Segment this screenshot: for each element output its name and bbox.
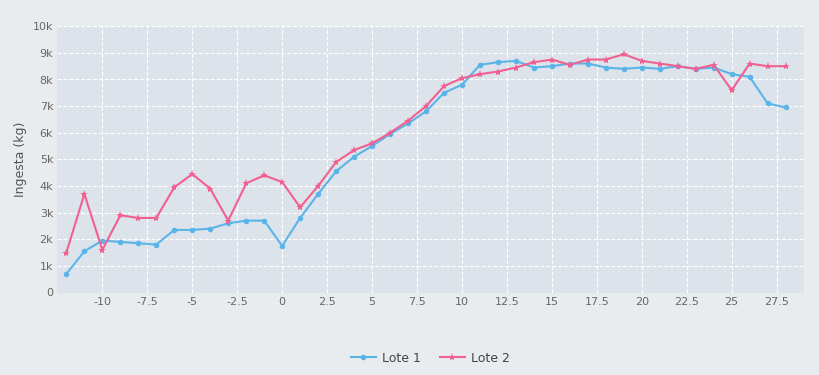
Lote 2 (582, 57, 592, 62)
Lote 2 (528, 60, 538, 64)
Lote 2 (277, 180, 287, 184)
Lote 1 (367, 144, 377, 148)
Lote 2 (654, 61, 664, 66)
Lote 1 (313, 192, 323, 196)
Lote 1 (564, 61, 574, 66)
Lote 1 (582, 61, 592, 66)
Lote 1 (331, 169, 341, 174)
Lote 2 (618, 52, 628, 57)
Lote 2 (762, 64, 771, 68)
Lote 2 (780, 64, 790, 68)
Lote 1 (780, 105, 790, 110)
Lote 1 (259, 218, 269, 223)
Lote 1 (241, 218, 251, 223)
Lote 1 (636, 65, 646, 70)
Lote 2 (115, 213, 125, 217)
Lote 1 (600, 65, 610, 70)
Lote 2 (708, 63, 717, 67)
Lote 2 (295, 205, 305, 210)
Lote 2 (456, 76, 466, 80)
Lote 1 (61, 272, 71, 276)
Lote 2 (259, 173, 269, 178)
Line: Lote 1: Lote 1 (64, 58, 787, 277)
Lote 1 (115, 240, 125, 244)
Lote 2 (187, 172, 197, 176)
Lote 1 (708, 65, 717, 70)
Lote 2 (726, 88, 735, 92)
Lote 1 (97, 238, 107, 243)
Lote 1 (79, 249, 89, 254)
Lote 2 (438, 84, 448, 88)
Lote 1 (349, 154, 359, 159)
Lote 2 (367, 141, 377, 146)
Lote 2 (600, 57, 610, 62)
Lote 2 (474, 72, 484, 76)
Lote 2 (546, 57, 556, 62)
Lote 1 (546, 64, 556, 68)
Lote 1 (726, 72, 735, 76)
Lote 2 (170, 185, 179, 190)
Lote 1 (762, 101, 771, 106)
Lote 1 (277, 244, 287, 248)
Lote 1 (187, 228, 197, 232)
Lote 2 (133, 216, 143, 220)
Line: Lote 2: Lote 2 (62, 50, 789, 257)
Lote 1 (618, 67, 628, 71)
Lote 2 (79, 192, 89, 196)
Lote 1 (456, 82, 466, 87)
Lote 2 (492, 69, 502, 74)
Lote 2 (241, 181, 251, 186)
Lote 2 (672, 64, 682, 68)
Lote 1 (690, 67, 699, 71)
Lote 1 (528, 65, 538, 70)
Lote 1 (295, 216, 305, 220)
Lote 1 (744, 75, 753, 79)
Lote 1 (170, 228, 179, 232)
Legend: Lote 1, Lote 2: Lote 1, Lote 2 (346, 346, 514, 370)
Lote 1 (403, 121, 413, 126)
Lote 2 (97, 248, 107, 252)
Lote 2 (313, 184, 323, 188)
Lote 1 (654, 67, 664, 71)
Lote 1 (385, 132, 395, 136)
Lote 2 (421, 104, 431, 108)
Lote 1 (421, 109, 431, 114)
Lote 2 (205, 186, 215, 191)
Y-axis label: Ingesta (kg): Ingesta (kg) (14, 122, 27, 197)
Lote 2 (403, 118, 413, 123)
Lote 1 (492, 60, 502, 64)
Lote 2 (636, 58, 646, 63)
Lote 1 (152, 242, 161, 247)
Lote 2 (223, 218, 233, 223)
Lote 2 (510, 65, 520, 70)
Lote 1 (474, 63, 484, 67)
Lote 2 (385, 130, 395, 135)
Lote 2 (152, 216, 161, 220)
Lote 2 (744, 61, 753, 66)
Lote 1 (205, 226, 215, 231)
Lote 1 (133, 241, 143, 246)
Lote 2 (690, 67, 699, 71)
Lote 1 (438, 91, 448, 95)
Lote 2 (349, 148, 359, 152)
Lote 1 (510, 58, 520, 63)
Lote 1 (223, 221, 233, 225)
Lote 2 (61, 251, 71, 255)
Lote 2 (564, 63, 574, 67)
Lote 2 (331, 160, 341, 164)
Lote 1 (672, 64, 682, 68)
